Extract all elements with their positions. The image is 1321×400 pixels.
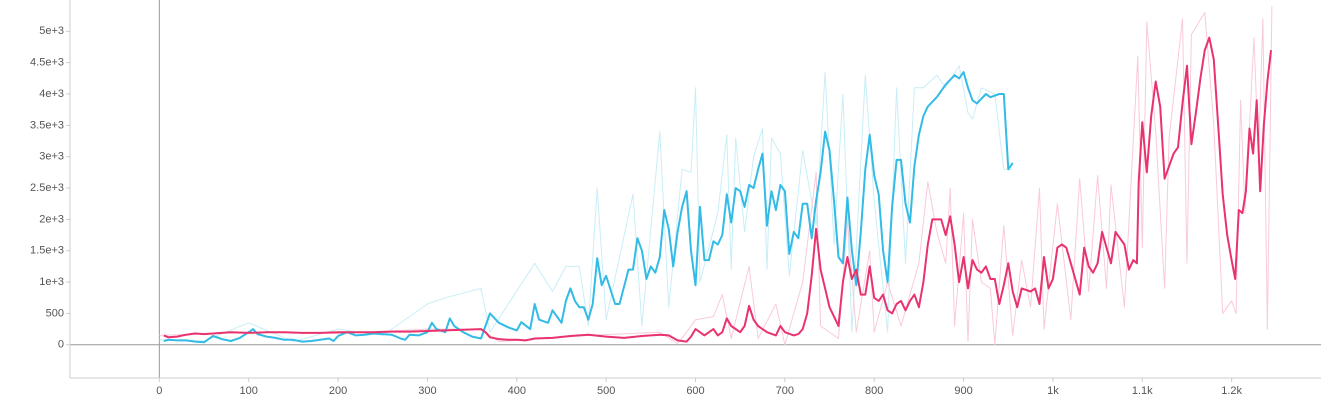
series-line: [163, 36, 1272, 343]
x-tick-label: 800: [865, 385, 883, 397]
x-tick-label: 700: [776, 385, 794, 397]
x-tick-label: 200: [329, 385, 347, 397]
y-tick-label: 2e+3: [39, 213, 64, 225]
y-tick-label: 4e+3: [39, 88, 64, 100]
y-tick-label: 3e+3: [39, 151, 64, 163]
x-tick-label: 600: [686, 385, 704, 397]
x-tick-label: 0: [156, 385, 162, 397]
plot-area: [159, 6, 1273, 346]
y-tick-label: 3.5e+3: [30, 119, 64, 131]
series-line: [159, 6, 1273, 346]
y-tick-label: 1e+3: [39, 276, 64, 288]
series-line: [163, 71, 1014, 344]
series-line: [159, 65, 1013, 343]
y-tick-label: 0: [58, 339, 64, 351]
x-tick-label: 900: [954, 385, 972, 397]
y-tick-label: 2.5e+3: [30, 182, 64, 194]
y-tick-label: 5e+3: [39, 25, 64, 37]
x-tick-label: 300: [418, 385, 436, 397]
x-tick-label: 100: [240, 385, 258, 397]
x-tick-label: 400: [508, 385, 526, 397]
x-tick-label: 1.2k: [1221, 385, 1242, 397]
y-tick-label: 1.5e+3: [30, 245, 64, 257]
x-tick-label: 1k: [1047, 385, 1059, 397]
x-tick-label: 500: [597, 385, 615, 397]
y-tick-label: 4.5e+3: [30, 57, 64, 69]
x-tick-label: 1.1k: [1132, 385, 1153, 397]
grid: [66, 0, 1321, 382]
y-tick-label: 500: [46, 307, 64, 319]
